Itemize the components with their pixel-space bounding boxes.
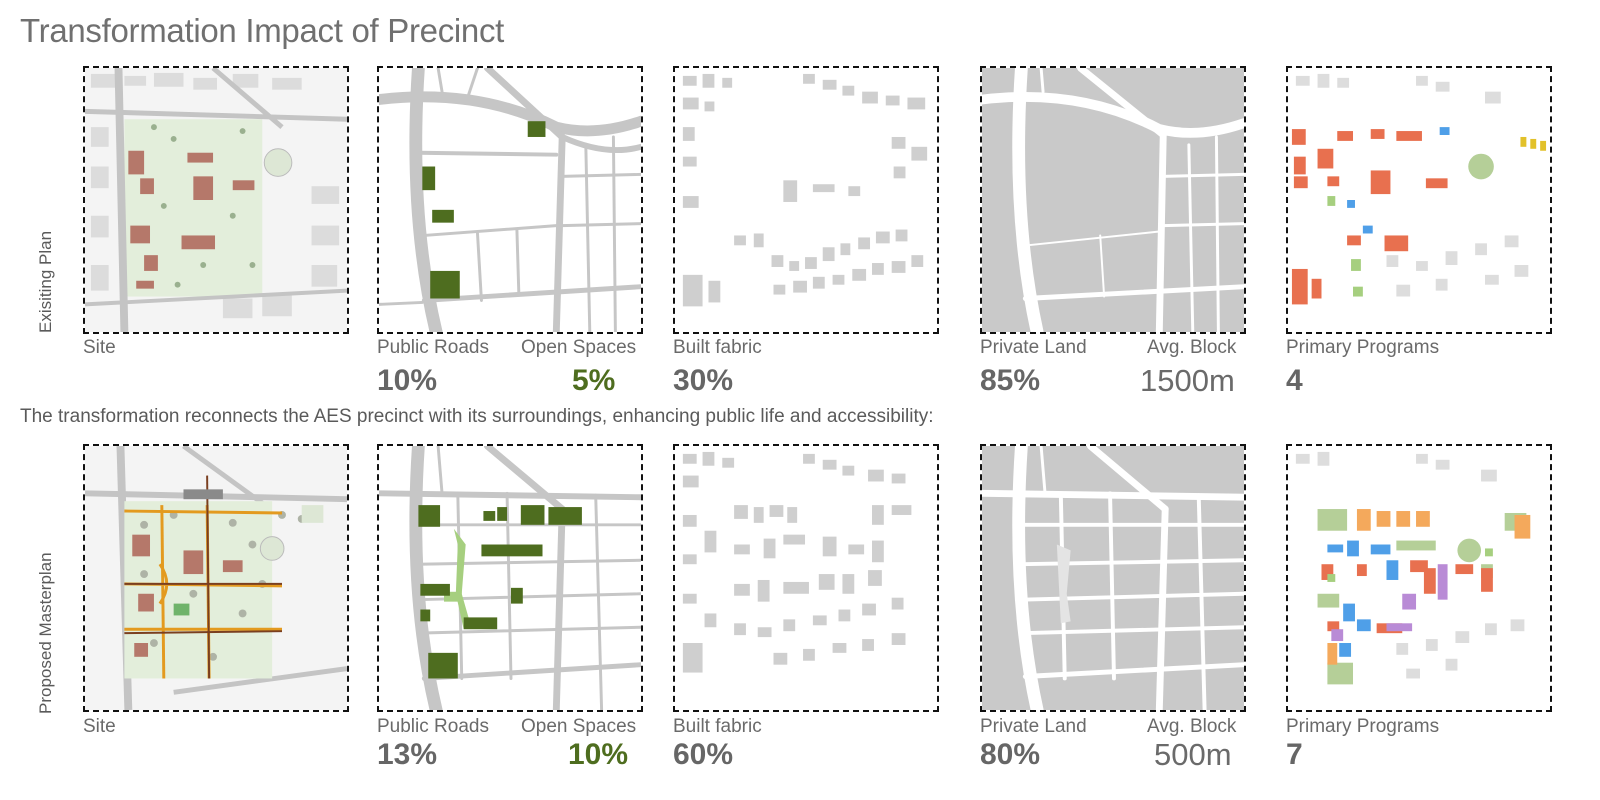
- transformation-caption: The transformation reconnects the AES pr…: [20, 406, 934, 427]
- proposed-private-land-value: 80%: [980, 738, 1041, 771]
- existing-private-land-label: Private Land: [980, 337, 1087, 358]
- proposed-open-spaces-value: 10%: [568, 738, 629, 771]
- proposed-built-fabric-label: Built fabric: [673, 716, 762, 737]
- existing-avg-block-label: Avg. Block: [1147, 337, 1237, 358]
- proposed-site-map: [83, 444, 349, 712]
- existing-private-land-map: [980, 66, 1246, 334]
- proposed-avg-block-value: 500m: [1154, 737, 1232, 772]
- existing-built-fabric-map: [673, 66, 939, 334]
- existing-site-map: [83, 66, 349, 334]
- existing-built-fabric-value: 30%: [673, 364, 734, 397]
- page-title: Transformation Impact of Precinct: [20, 12, 505, 49]
- proposed-primary-programs-value: 7: [1286, 738, 1303, 771]
- existing-private-land-value: 85%: [980, 364, 1041, 397]
- existing-avg-block-value: 1500m: [1140, 363, 1235, 398]
- proposed-private-land-map: [980, 444, 1246, 712]
- proposed-open-spaces-label: Open Spaces: [521, 716, 637, 737]
- existing-site-label: Site: [83, 337, 116, 358]
- existing-roads-openspace-map: [377, 66, 643, 334]
- proposed-programs-map: [1286, 444, 1552, 712]
- proposed-built-fabric-value: 60%: [673, 738, 734, 771]
- existing-primary-programs-value: 4: [1286, 364, 1303, 397]
- existing-primary-programs-label: Primary Programs: [1286, 337, 1440, 358]
- proposed-built-fabric-map: [673, 444, 939, 712]
- proposed-site-label: Site: [83, 716, 116, 737]
- row-label-proposed: Proposed Masterplan: [36, 552, 55, 714]
- proposed-public-roads-value: 13%: [377, 738, 438, 771]
- existing-built-fabric-label: Built fabric: [673, 337, 762, 358]
- proposed-primary-programs-label: Primary Programs: [1286, 716, 1440, 737]
- existing-public-roads-label: Public Roads: [377, 337, 489, 358]
- existing-open-spaces-value: 5%: [572, 364, 616, 397]
- proposed-private-land-label: Private Land: [980, 716, 1087, 737]
- row-label-existing: Exisiting Plan: [36, 230, 55, 333]
- proposed-avg-block-label: Avg. Block: [1147, 716, 1237, 737]
- existing-open-spaces-label: Open Spaces: [521, 337, 637, 358]
- proposed-roads-openspace-map: [377, 444, 643, 712]
- existing-public-roads-value: 10%: [377, 364, 438, 397]
- proposed-public-roads-label: Public Roads: [377, 716, 489, 737]
- existing-programs-map: [1286, 66, 1552, 334]
